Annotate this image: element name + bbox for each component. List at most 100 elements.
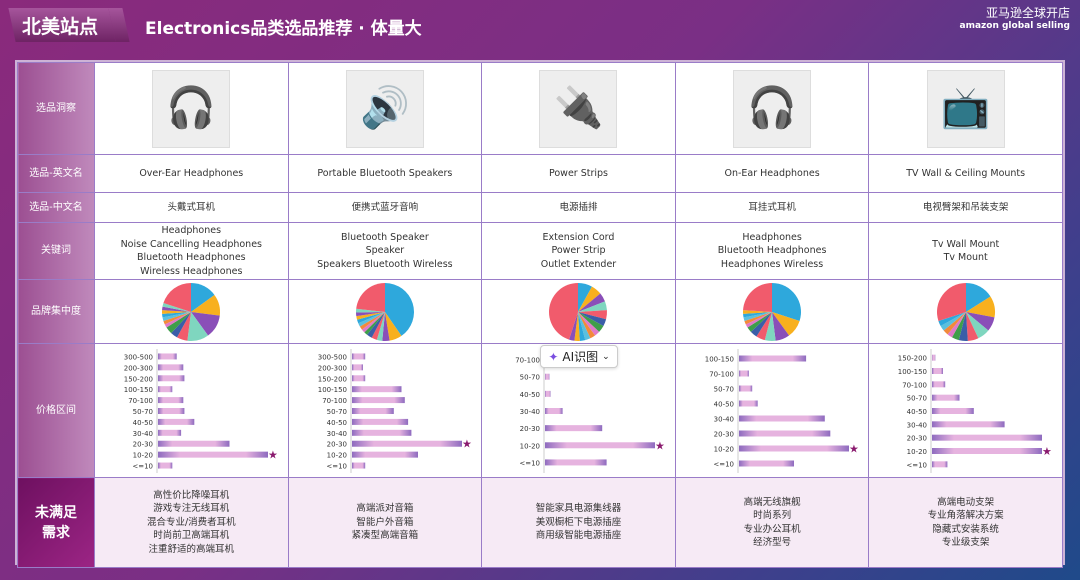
- unmet-need: 高端无线旗舰: [743, 496, 801, 508]
- pie-slice: [743, 311, 773, 317]
- price-tick-label: 30-40: [326, 429, 346, 437]
- price-tick-label: <=10: [907, 461, 928, 469]
- price-tick-label: 40-50: [326, 418, 346, 426]
- cell-english: On-Ear Headphones: [674, 154, 870, 193]
- row-label-needs: 未满足 需求: [17, 477, 95, 568]
- cell-image: 🔌: [481, 62, 676, 155]
- price-tick-label: 100-150: [317, 386, 346, 394]
- price-tick-label: 50-70: [133, 408, 153, 416]
- price-tick-label: 100-150: [124, 386, 153, 394]
- over-ear-headphones-image: 🎧: [152, 69, 231, 148]
- price-tick-label: 10-20: [907, 448, 927, 456]
- cell-price: 300-500 200-300 150-200 100-150 70-100 50-70 4…: [94, 343, 289, 478]
- price-bar: [158, 363, 184, 370]
- unmet-need: 混合专业/消费者耳机: [146, 516, 236, 528]
- price-tick-label: 70-100: [709, 370, 734, 378]
- keyword: Bluetooth Headphones: [136, 252, 246, 263]
- pie-slice: [549, 282, 579, 340]
- pie-slice: [162, 306, 192, 312]
- pie-slice: [936, 282, 966, 321]
- page-title: Electronics品类选品推荐 · 体量大: [145, 19, 422, 39]
- cell-brand: [674, 279, 870, 344]
- unmet-need: 高性价比降噪耳机: [153, 489, 230, 501]
- unmet-need: 高端派对音箱: [356, 503, 414, 515]
- pie-slice: [366, 311, 385, 338]
- unmet-need: 智能家具电源集线器: [535, 503, 622, 515]
- unmet-need: 智能户外音箱: [356, 516, 414, 528]
- pie-slice: [965, 311, 995, 330]
- pie-slice: [356, 311, 385, 323]
- cell-chinese: 头戴式耳机: [94, 192, 289, 223]
- price-bar: [738, 400, 758, 406]
- pie-slice: [743, 309, 773, 314]
- cell-price: 100-150 70-100 50-70 40-50 30-40 20-30 10-20 ★ <…: [674, 343, 870, 478]
- pie-slice: [745, 311, 773, 328]
- price-bar: [932, 380, 946, 387]
- pie-slice: [578, 311, 600, 335]
- cell-brand: [287, 279, 483, 344]
- amazon-logo: 亚马逊全球开店 amazon global selling: [960, 4, 1071, 31]
- price-tick-label: 10-20: [520, 442, 540, 450]
- row-label-chinese: 选品-中文名: [17, 192, 95, 223]
- unmet-need: 美观橱柜下电源插座: [535, 516, 622, 528]
- row-chinese: 选品-中文名 头戴式耳机 便携式蓝牙音响 电源插排 耳挂式耳机 电视臂架和吊装支架: [17, 192, 1063, 223]
- pie-slice: [747, 311, 773, 332]
- price-bar: [545, 373, 550, 380]
- cell-chinese: 便携式蓝牙音响: [287, 192, 483, 223]
- cell-keywords: Headphones Bluetooth Headphones Headphones…: [674, 222, 870, 280]
- unmet-need: 商用级智能电源插座: [535, 530, 622, 542]
- unmet-need: 游戏专注无线耳机: [153, 503, 230, 515]
- price-tick-label: 40-50: [907, 408, 927, 416]
- price-tick-label: 30-40: [907, 421, 927, 429]
- price-tick-label: 20-30: [133, 440, 153, 448]
- unmet-need: 隐藏式安装系统: [932, 523, 999, 535]
- price-tick-label: 10-20: [326, 451, 346, 459]
- price-bar: [545, 390, 551, 397]
- unmet-need: 时尚系列: [753, 510, 792, 521]
- price-bar: [158, 429, 182, 436]
- price-bar: [351, 396, 405, 403]
- pie-slice: [162, 311, 192, 317]
- brand-en: amazon global selling: [959, 21, 1071, 31]
- row-english: 选品-英文名 Over-Ear Headphones Portable Blueto…: [17, 154, 1063, 193]
- brand-concentration-pie: [743, 282, 802, 341]
- price-bar: [545, 407, 563, 414]
- pie-slice: [940, 311, 966, 330]
- keyword: Headphones: [161, 225, 222, 236]
- price-tick-label: 20-30: [326, 440, 346, 448]
- pie-slice: [359, 311, 385, 330]
- price-range-bar-chart: 70-100 50-70 40-50 30-40 20-30 10-20 ★ <=10: [515, 348, 665, 473]
- price-tick-label: 70-100: [128, 397, 153, 405]
- cell-needs: 高端无线旗舰 时尚系列 专业办公耳机 经济型号: [674, 477, 870, 568]
- price-tick-label: 100-150: [898, 368, 927, 376]
- cell-english: Over-Ear Headphones: [94, 154, 289, 193]
- price-tick-label: 40-50: [520, 390, 540, 398]
- cell-needs: 高端派对音箱 智能户外音箱 紧凑型高端音箱: [287, 477, 483, 568]
- pie-slice: [965, 282, 991, 312]
- ai-image-recognition-button[interactable]: ✦ AI识图 ⌄: [540, 345, 618, 368]
- pie-slice: [356, 282, 385, 312]
- cell-price: 300-500 200-300 150-200 100-150 70-100 50-70 4…: [287, 343, 483, 478]
- pie-slice: [965, 311, 979, 341]
- price-bar: [351, 440, 462, 447]
- unmet-need: 注重舒适的高端耳机: [148, 543, 235, 555]
- price-tick-label: 150-200: [124, 375, 153, 383]
- price-range-bar-chart: 100-150 70-100 50-70 40-50 30-40 20-30 10-20 ★ <…: [705, 348, 859, 473]
- pie-slice: [578, 311, 591, 340]
- pie-slice: [191, 282, 215, 312]
- pie-slice: [382, 311, 390, 341]
- keyword: Headphones: [742, 231, 802, 243]
- unmet-need: 专业角落解决方案: [927, 510, 1004, 521]
- pie-slice: [947, 311, 966, 337]
- pie-slice: [356, 311, 385, 320]
- price-bar: [932, 407, 975, 414]
- price-tick-label: 50-70: [326, 408, 346, 416]
- price-bar: [932, 367, 944, 374]
- price-bar: [738, 385, 752, 391]
- bluetooth-speaker-image: 🔊: [345, 69, 424, 148]
- power-strip-image: 🔌: [539, 69, 618, 148]
- pie-slice: [756, 311, 773, 340]
- cell-keywords: Extension Cord Power Strip Outlet Extender: [481, 222, 676, 280]
- pie-slice: [965, 295, 995, 317]
- on-ear-headphones-image: 🎧: [733, 69, 812, 148]
